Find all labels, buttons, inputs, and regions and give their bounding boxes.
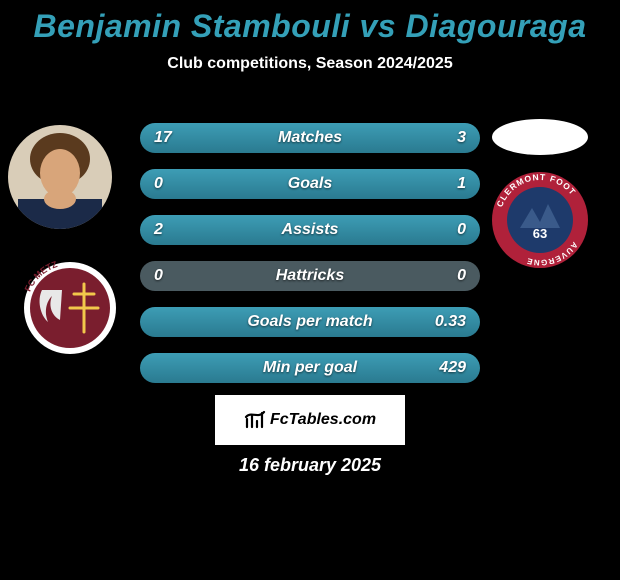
left-player-avatar	[8, 125, 112, 229]
left-club-badge: FC METZ	[22, 260, 118, 356]
stats-area: 173Matches 01Goals 20Assists 00Hattricks 0.3…	[140, 123, 480, 399]
branding-box: FcTables.com	[215, 395, 405, 445]
right-player-avatar	[492, 119, 588, 155]
clermont-badge-icon: CLERMONT FOOT AUVERGNE 63	[490, 170, 590, 270]
stat-label: Assists	[140, 215, 480, 245]
stat-label: Goals	[140, 169, 480, 199]
subtitle: Club competitions, Season 2024/2025	[0, 55, 620, 73]
stat-label: Matches	[140, 123, 480, 153]
svg-text:63: 63	[533, 226, 547, 241]
stat-label: Goals per match	[140, 307, 480, 337]
branding-label: FcTables.com	[270, 411, 376, 429]
stat-label: Hattricks	[140, 261, 480, 291]
stat-row: 429Min per goal	[140, 353, 480, 383]
metz-badge-icon: FC METZ	[22, 260, 118, 356]
page-title: Benjamin Stambouli vs Diagouraga	[0, 0, 620, 45]
avatar-placeholder-icon	[8, 125, 112, 229]
stat-row: 01Goals	[140, 169, 480, 199]
stat-row: 173Matches	[140, 123, 480, 153]
stat-row: 00Hattricks	[140, 261, 480, 291]
fctables-logo-icon	[244, 409, 266, 431]
stat-label: Min per goal	[140, 353, 480, 383]
right-club-badge: CLERMONT FOOT AUVERGNE 63	[490, 170, 590, 270]
date-label: 16 february 2025	[0, 455, 620, 476]
stat-row: 0.33Goals per match	[140, 307, 480, 337]
stat-row: 20Assists	[140, 215, 480, 245]
